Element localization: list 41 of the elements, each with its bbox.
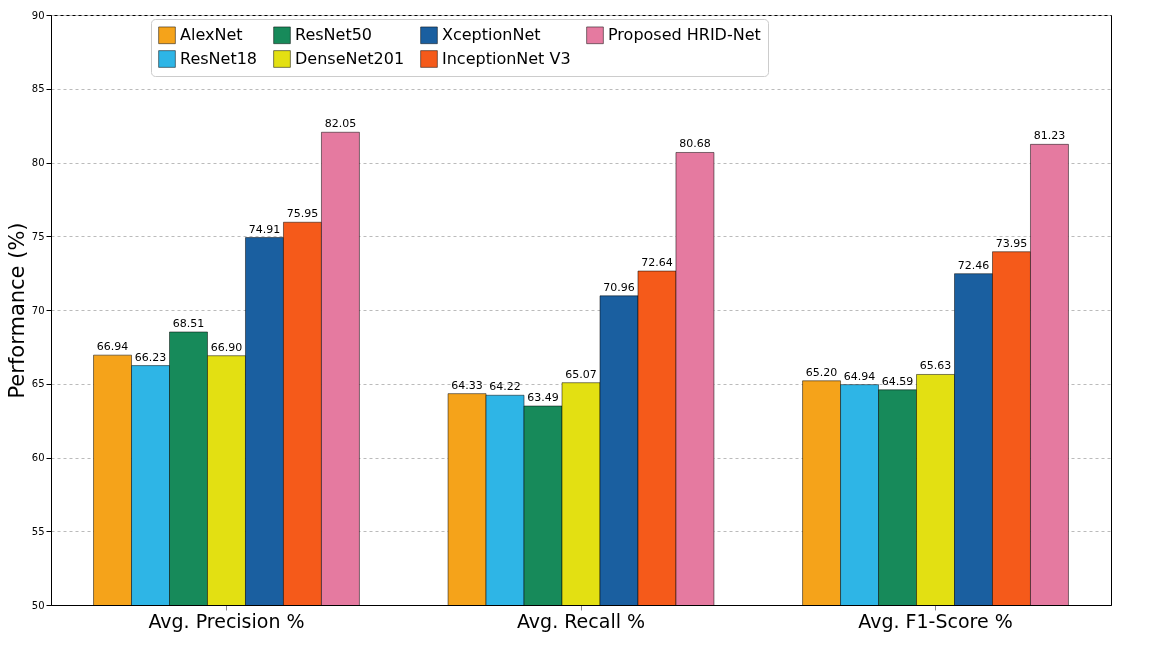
data-label: 65.07 — [565, 367, 597, 381]
legend-label: AlexNet — [180, 25, 243, 45]
data-label: 80.68 — [679, 137, 711, 151]
y-tick-label: 50 — [31, 599, 45, 611]
data-label: 81.23 — [1033, 129, 1066, 143]
y-tick-label: 85 — [31, 83, 45, 95]
data-label: 66.94 — [96, 340, 129, 354]
data-label: 64.94 — [843, 369, 876, 383]
data-label: 64.22 — [489, 380, 521, 394]
legend-label: ResNet50 — [295, 25, 373, 45]
y-tick-label: 75 — [31, 230, 45, 242]
y-tick-label: 90 — [31, 9, 45, 21]
data-label: 72.46 — [957, 258, 990, 272]
legend-label: InceptionNet V3 — [442, 49, 571, 68]
x-tick-label: Avg. F1-Score % — [858, 609, 1013, 632]
data-label: 63.49 — [527, 391, 559, 405]
data-label: 72.64 — [641, 256, 673, 270]
data-label: 66.90 — [210, 340, 243, 354]
y-tick-label: 60 — [31, 452, 45, 463]
data-label: 65.63 — [919, 359, 952, 373]
legend-label: ResNet18 — [180, 49, 258, 68]
data-label: 64.59 — [881, 374, 914, 388]
x-tick-label: Avg. Recall % — [516, 609, 646, 632]
x-tick-label: Avg. Precision % — [148, 609, 305, 632]
data-label: 65.20 — [805, 365, 838, 379]
data-label: 75.95 — [286, 207, 319, 221]
data-label: 82.05 — [324, 117, 357, 131]
y-tick-label: 65 — [31, 378, 45, 390]
legend-label: DenseNet201 — [295, 49, 405, 68]
data-label: 64.33 — [451, 378, 483, 392]
data-label: 70.96 — [603, 280, 635, 294]
y-tick-label: 55 — [31, 525, 45, 537]
legend-label: Proposed HRID-Net — [608, 25, 761, 45]
legend-label: XceptionNet — [442, 25, 541, 45]
data-label: 73.95 — [995, 236, 1028, 250]
data-label: 74.91 — [248, 222, 281, 236]
data-label: 66.23 — [134, 350, 167, 364]
y-axis-title: Performance (%) — [4, 222, 29, 399]
y-tick-label: 70 — [31, 304, 45, 316]
data-label: 68.51 — [172, 316, 205, 330]
y-tick-label: 80 — [31, 157, 45, 168]
